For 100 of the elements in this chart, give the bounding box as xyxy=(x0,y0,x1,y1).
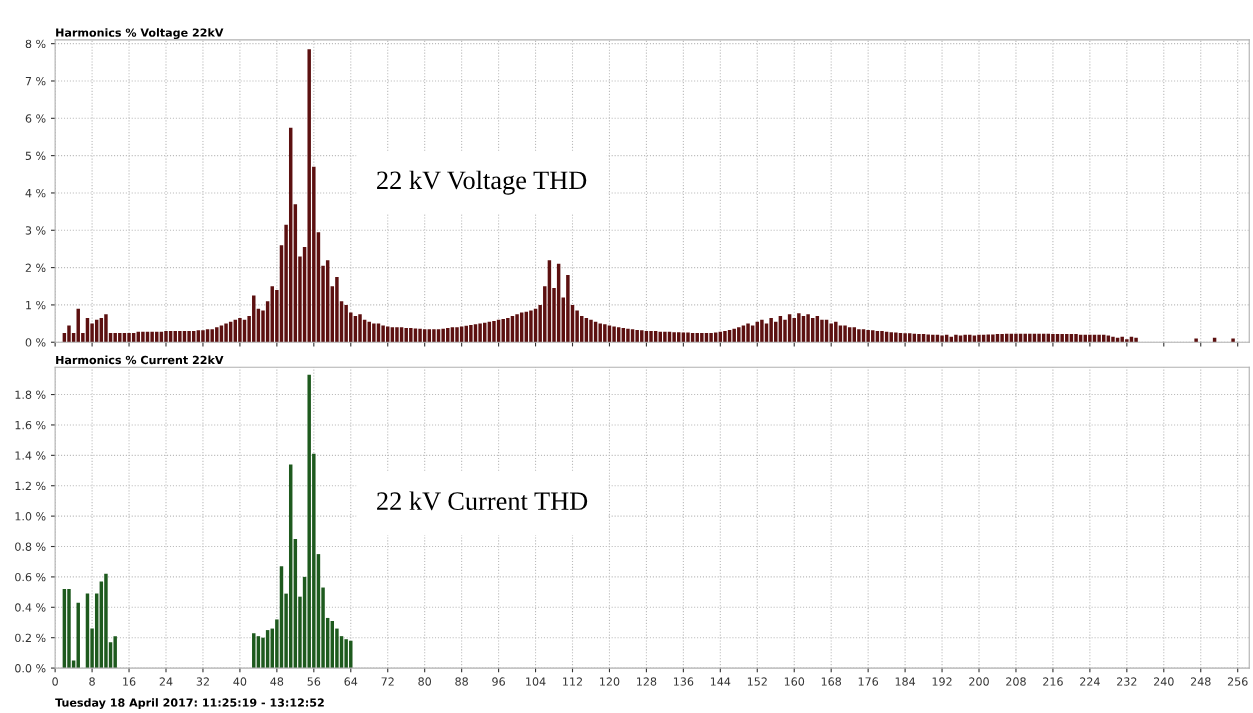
bar xyxy=(432,329,436,343)
bar xyxy=(843,325,847,343)
x-tick-label: 120 xyxy=(600,677,620,686)
bar xyxy=(1014,333,1018,343)
bar xyxy=(760,319,764,343)
y-tick-label: 1.8 % xyxy=(15,390,46,399)
y-tick-label: 3 % xyxy=(25,226,46,235)
y-tick-label: 2 % xyxy=(25,263,46,272)
x-tick-label: 200 xyxy=(969,677,989,686)
y-tick-label: 0.4 % xyxy=(15,603,46,612)
bar xyxy=(649,331,653,343)
bar xyxy=(1051,334,1055,343)
bar xyxy=(626,328,630,343)
bar xyxy=(1037,333,1041,343)
x-tick-label: 232 xyxy=(1117,677,1137,686)
y-tick-label: 1.2 % xyxy=(15,481,46,491)
y-tick-label: 0 % xyxy=(25,338,46,347)
bar xyxy=(1088,334,1092,343)
bar xyxy=(372,323,376,343)
bar xyxy=(127,332,131,343)
bar xyxy=(1111,336,1115,343)
bar xyxy=(857,329,861,343)
bar xyxy=(663,331,667,343)
bar xyxy=(395,327,399,343)
y-tick-label: 5 % xyxy=(25,151,46,161)
bar xyxy=(164,331,168,343)
x-tick-label: 128 xyxy=(637,677,657,686)
x-tick-label: 112 xyxy=(563,677,582,686)
y-tick-label: 1 % xyxy=(26,300,46,310)
bar xyxy=(1097,334,1101,343)
y-tick-label: 6 % xyxy=(25,114,46,123)
bar xyxy=(418,328,422,343)
bar xyxy=(806,314,810,343)
x-tick-label: 256 xyxy=(1227,677,1248,686)
bar xyxy=(686,332,690,343)
bar xyxy=(104,314,108,343)
bar xyxy=(917,334,921,343)
bar xyxy=(224,323,228,343)
bar xyxy=(187,331,191,343)
x-tick-label: 208 xyxy=(1006,677,1026,686)
x-tick-label: 136 xyxy=(673,677,694,686)
x-tick-label: 216 xyxy=(1043,677,1063,686)
bar xyxy=(723,331,727,343)
bar xyxy=(940,335,944,343)
bar xyxy=(769,317,773,343)
bar xyxy=(478,323,482,343)
x-tick-label: 32 xyxy=(196,677,209,686)
x-tick-label: 8 xyxy=(89,677,95,686)
bar xyxy=(150,331,154,343)
bar xyxy=(104,573,108,669)
bar xyxy=(76,602,80,669)
bar xyxy=(866,329,870,343)
bar xyxy=(455,327,459,343)
x-tick-label: 168 xyxy=(821,677,842,686)
bar xyxy=(746,323,750,343)
bar xyxy=(201,330,205,343)
bar xyxy=(178,331,182,343)
x-tick-label: 248 xyxy=(1190,677,1211,686)
x-tick-label: 144 xyxy=(710,677,731,686)
bar xyxy=(515,314,519,343)
bar xyxy=(612,326,616,343)
y-tick-label: 1.4 % xyxy=(15,451,46,460)
x-tick-label: 24 xyxy=(159,677,173,686)
bar xyxy=(67,589,71,669)
chart-title: Harmonics % Current 22kV xyxy=(56,355,224,365)
bar xyxy=(238,317,242,343)
x-tick-label: 64 xyxy=(344,677,358,686)
x-tick-label: 176 xyxy=(858,677,879,686)
bar xyxy=(672,332,676,343)
bar xyxy=(1000,334,1004,343)
bar xyxy=(1074,334,1078,343)
y-tick-label: 7 % xyxy=(25,76,46,86)
bar xyxy=(1194,338,1198,343)
x-tick-label: 40 xyxy=(233,677,247,686)
x-tick-label: 80 xyxy=(418,677,432,686)
x-tick-label: 0 xyxy=(52,677,58,686)
bar xyxy=(381,325,385,343)
bar xyxy=(991,334,995,343)
y-tick-label: 0.8 % xyxy=(15,542,46,551)
bar xyxy=(469,325,473,343)
x-tick-label: 184 xyxy=(895,677,916,686)
bar xyxy=(358,314,362,343)
bar xyxy=(492,320,496,343)
x-tick-label: 224 xyxy=(1080,677,1100,686)
y-tick-label: 0.0 % xyxy=(15,664,46,673)
bar xyxy=(1231,338,1235,343)
bar xyxy=(566,275,570,343)
y-tick-label: 4 % xyxy=(25,188,46,198)
annotation: 22 kV Voltage THD xyxy=(377,170,587,195)
bar xyxy=(589,319,593,343)
bar xyxy=(894,332,898,343)
bar xyxy=(954,334,958,343)
x-tick-label: 160 xyxy=(784,677,805,686)
x-tick-label: 56 xyxy=(307,677,321,686)
y-tick-label: 0.2 % xyxy=(15,633,46,643)
bar xyxy=(335,276,339,343)
chart-title: Harmonics % Voltage 22kV xyxy=(56,28,224,40)
x-tick-label: 88 xyxy=(455,677,468,686)
y-tick-label: 8 % xyxy=(25,39,46,49)
annotation: 22 kV Current THD xyxy=(377,491,588,511)
